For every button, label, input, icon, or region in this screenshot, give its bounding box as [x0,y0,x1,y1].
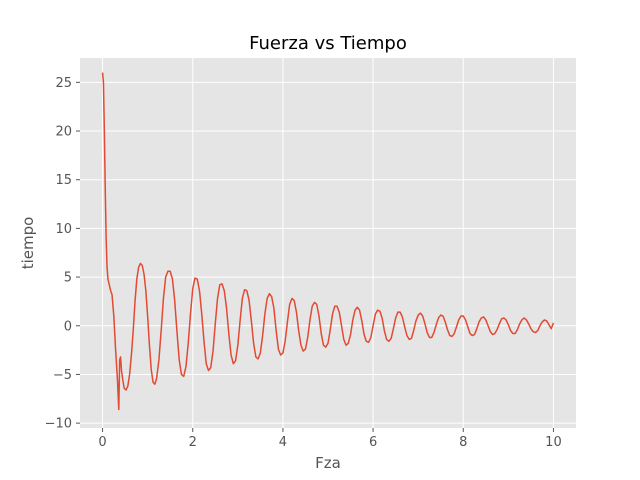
x-axis: 0 2 4 6 8 10 [98,428,562,450]
plot-background [80,58,576,428]
grid [80,58,576,428]
y-tick-label: 25 [55,76,72,91]
y-axis-label: tiempo [19,217,37,270]
x-tick-label: 6 [369,435,377,450]
x-tick-label: 2 [189,435,197,450]
y-tick-label: 15 [55,173,72,188]
y-tick-label: 5 [64,271,72,286]
chart-title: Fuerza vs Tiempo [249,33,407,54]
y-tick-label: 20 [55,125,72,140]
x-axis-label: Fza [315,454,341,472]
y-tick-label: −10 [45,417,72,432]
y-tick-label: 0 [64,319,72,334]
series-line [101,72,555,411]
x-tick-label: 0 [98,435,106,450]
y-axis: −10 −5 0 5 10 15 20 25 [45,76,80,432]
x-tick-label: 10 [545,435,562,450]
x-tick-label: 4 [279,435,287,450]
y-tick-label: −5 [53,368,72,383]
y-tick-label: 10 [55,222,72,237]
x-tick-label: 8 [459,435,467,450]
